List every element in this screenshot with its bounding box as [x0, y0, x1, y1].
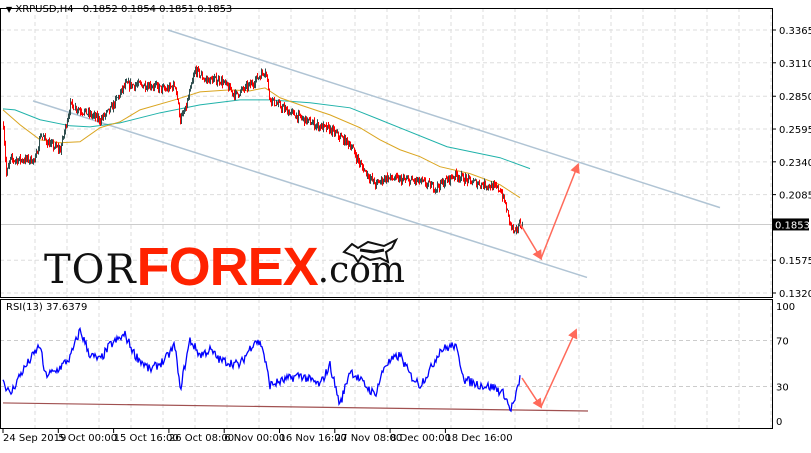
rsi-trendline — [3, 403, 588, 411]
rsi-forecast-arrow — [541, 330, 576, 407]
price-tick-label: 0.2340 — [779, 158, 811, 169]
logo-tor: TOR — [44, 248, 137, 292]
price-tick-label: 0.1575 — [779, 256, 811, 267]
current-price-label: 0.1853 — [775, 220, 810, 231]
time-tick-label: 8 Dec 00:00 — [390, 433, 451, 444]
rsi-tick-label: 0 — [776, 417, 782, 428]
price-tick-label: 0.2595 — [779, 125, 811, 136]
price-tick-label: 0.2850 — [779, 92, 811, 103]
rsi-forecast-arrow — [522, 378, 541, 407]
grid — [0, 8, 772, 428]
rsi-tick-label: 70 — [776, 337, 789, 348]
symbol-header: ▼ XRPUSD,H4 0.1852 0.1854 0.1851 0.1853 — [6, 4, 232, 15]
price-tick-label: 0.3110 — [779, 59, 811, 70]
price-tick-label: 0.3365 — [779, 26, 811, 37]
rsi-tick-label: 100 — [776, 302, 795, 313]
price-tick-label: 0.2085 — [779, 191, 811, 202]
time-tick-label: 24 Sep 2019 — [3, 433, 66, 444]
symbol-label: XRPUSD,H4 — [15, 4, 73, 15]
collapse-triangle-icon[interactable]: ▼ — [6, 5, 12, 14]
price-tick-label: 0.1320 — [779, 289, 811, 300]
time-tick-label: 5 Oct 00:00 — [58, 433, 117, 444]
forecast-arrow — [520, 224, 541, 259]
time-tick-label: 6 Nov 00:00 — [224, 433, 285, 444]
rsi-tick-label: 30 — [776, 383, 789, 394]
bull-icon — [340, 236, 400, 268]
logo-forex: FOREX — [137, 242, 318, 292]
rsi-label: RSI(13) 37.6379 — [6, 302, 87, 313]
time-tick-label: 18 Dec 16:00 — [445, 433, 512, 444]
axes: 0.3365 0.3110 0.2850 0.2595 0.2340 0.2085 0.15… — [1, 9, 811, 445]
ohlc-values: 0.1852 0.1854 0.1851 0.1853 — [83, 4, 233, 15]
